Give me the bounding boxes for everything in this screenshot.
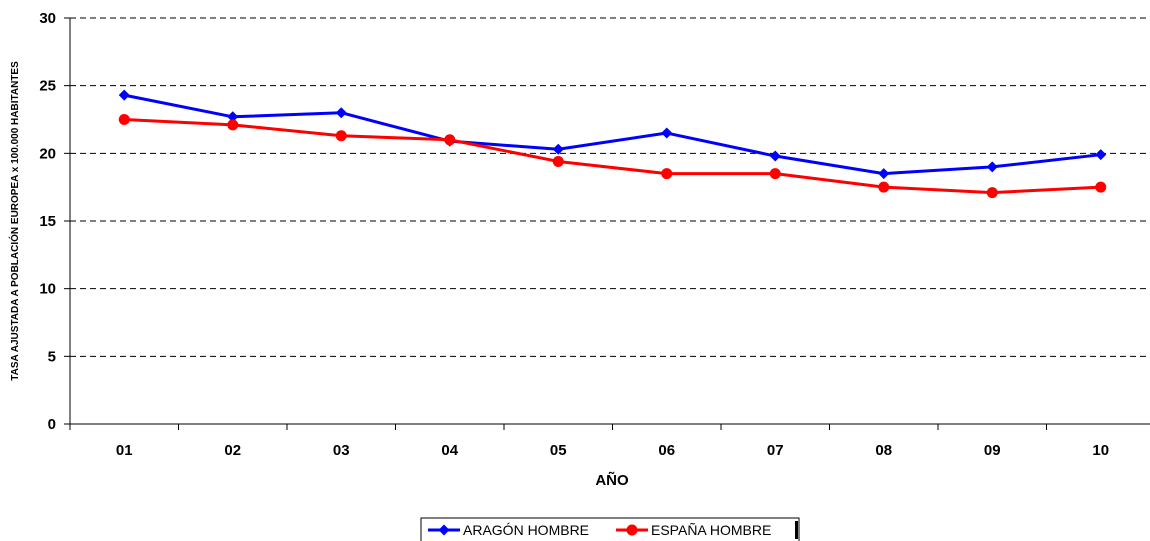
data-point (1095, 181, 1107, 193)
y-tick-label: 25 (39, 78, 56, 95)
y-tick-label: 10 (39, 281, 56, 298)
data-point (769, 168, 781, 180)
x-tick-label: 02 (224, 442, 241, 459)
data-point (1095, 149, 1107, 161)
series-line (124, 118, 1101, 195)
x-tick-labels: 01 02 03 04 05 06 07 08 09 10 (69, 424, 1109, 459)
data-point (118, 114, 130, 125)
series-line (123, 93, 1101, 176)
data-point (552, 143, 564, 155)
legend-label: ESPAÑA HOMBRE (651, 522, 771, 538)
legend-swatch-marker (438, 524, 450, 536)
data-point (335, 107, 347, 119)
x-axis-title: AÑO (595, 471, 629, 489)
data-point (661, 168, 673, 180)
data-point (335, 130, 347, 142)
data-point (769, 150, 781, 162)
legend-swatch-marker (626, 524, 638, 536)
y-tick-label: 15 (39, 213, 56, 230)
data-point (227, 111, 239, 123)
legend: ARAGÓN HOMBRE ESPAÑA HOMBRE (420, 517, 800, 541)
y-tick-labels: 0 5 10 15 20 25 30 (39, 10, 56, 433)
data-point (986, 187, 998, 199)
x-tick-label: 01 (116, 442, 133, 459)
data-point (878, 168, 890, 180)
y-axis-title: TASA AJUSTADA A POBLACIÓN EUROPEA x 100.… (8, 61, 21, 381)
x-tick-label: 06 (658, 442, 675, 459)
x-tick-label: 07 (767, 442, 784, 459)
data-point (227, 119, 239, 131)
data-point (986, 161, 998, 173)
data-point (444, 134, 456, 146)
gridlines (64, 17, 1150, 425)
x-tick-label: 03 (333, 442, 350, 459)
y-tick-label: 0 (48, 416, 56, 433)
y-tick-label: 20 (39, 145, 56, 162)
x-tick-label: 10 (1092, 442, 1109, 459)
series-group (118, 89, 1107, 199)
legend-box (420, 517, 800, 541)
data-point (552, 155, 564, 167)
x-tick-label: 09 (984, 442, 1001, 459)
x-tick-label: 08 (875, 442, 892, 459)
data-point (878, 181, 890, 193)
data-point (661, 127, 673, 139)
y-tick-label: 30 (39, 10, 56, 27)
y-tick-label: 5 (48, 348, 56, 365)
data-point (118, 89, 130, 101)
x-tick-label: 05 (550, 442, 567, 459)
legend-divider (795, 521, 798, 539)
x-tick-label: 04 (441, 442, 458, 459)
legend-label: ARAGÓN HOMBRE (463, 522, 589, 538)
